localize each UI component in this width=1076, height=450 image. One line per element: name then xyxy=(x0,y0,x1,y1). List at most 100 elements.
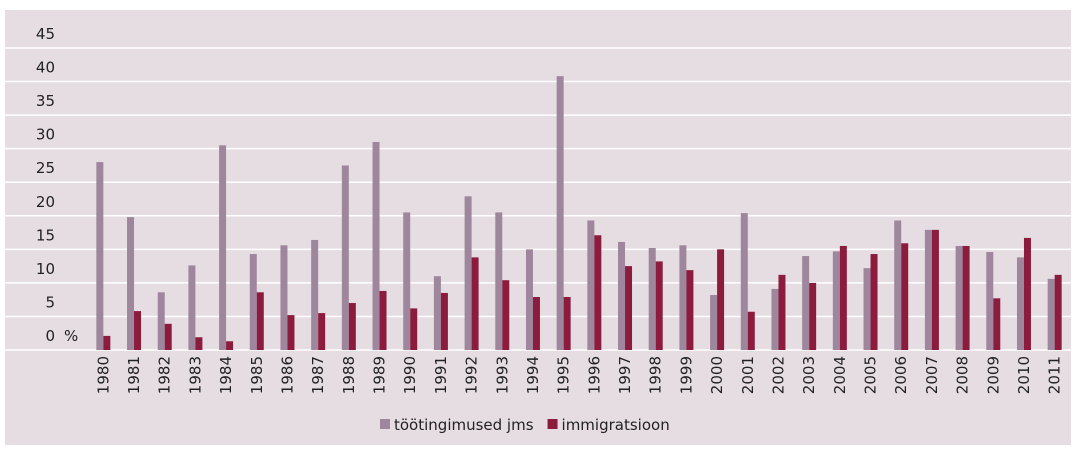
bar xyxy=(655,261,663,350)
legend-swatch xyxy=(380,419,390,429)
bar xyxy=(1054,274,1062,350)
chart-background xyxy=(5,10,1071,445)
bar xyxy=(403,212,411,350)
bar xyxy=(563,296,571,350)
x-tick-label: 2004 xyxy=(831,356,849,394)
x-tick-label: 2003 xyxy=(800,356,818,394)
x-tick-label: 1982 xyxy=(156,356,174,394)
bar xyxy=(226,341,234,350)
bar xyxy=(103,335,111,350)
y-tick-label: 10 xyxy=(36,260,55,278)
bar xyxy=(525,249,533,350)
bar xyxy=(931,229,939,350)
y-unit: % xyxy=(64,327,78,345)
bar xyxy=(379,290,387,350)
bar xyxy=(924,229,932,350)
x-tick-label: 1999 xyxy=(677,356,695,394)
y-tick-label: 20 xyxy=(36,193,55,211)
bar xyxy=(1047,278,1055,350)
bar xyxy=(127,217,135,350)
bar xyxy=(802,256,810,350)
x-tick-label: 1990 xyxy=(401,356,419,394)
legend-label: töötingimused jms xyxy=(394,416,534,434)
x-tick-label: 1989 xyxy=(371,356,389,394)
bar xyxy=(863,268,871,350)
x-tick-label: 1992 xyxy=(463,356,481,394)
bar xyxy=(771,288,779,350)
x-tick-label: 1991 xyxy=(432,356,450,394)
x-tick-label: 1988 xyxy=(340,356,358,394)
bar xyxy=(532,296,540,350)
bar xyxy=(318,313,326,350)
bar xyxy=(256,292,264,350)
bar xyxy=(471,257,479,350)
bar xyxy=(502,280,510,350)
bar xyxy=(1023,237,1031,350)
bar xyxy=(96,162,104,350)
x-tick-label: 1993 xyxy=(493,356,511,394)
y-tick-label: 0 xyxy=(45,327,55,345)
x-tick-label: 2008 xyxy=(954,356,972,394)
bar xyxy=(594,235,602,350)
x-tick-label: 1997 xyxy=(616,356,634,394)
bar xyxy=(195,337,203,350)
bar xyxy=(157,292,165,350)
x-tick-label: 1984 xyxy=(217,356,235,394)
x-tick-label: 1980 xyxy=(94,356,112,394)
bar xyxy=(280,245,288,350)
y-tick-label: 30 xyxy=(36,126,55,144)
x-tick-label: 2009 xyxy=(984,356,1002,394)
bar xyxy=(433,276,441,350)
x-tick-label: 2007 xyxy=(923,356,941,394)
bar xyxy=(986,252,994,350)
x-tick-label: 2006 xyxy=(892,356,910,394)
y-tick-label: 15 xyxy=(36,226,55,244)
x-tick-label: 1996 xyxy=(585,356,603,394)
bar xyxy=(134,311,142,350)
bar xyxy=(955,245,963,350)
bar xyxy=(410,308,418,350)
bar xyxy=(188,265,196,350)
y-tick-label: 40 xyxy=(36,59,55,77)
bar xyxy=(587,220,595,350)
x-tick-label: 1987 xyxy=(309,356,327,394)
bar xyxy=(495,212,503,350)
x-tick-label: 2000 xyxy=(708,356,726,394)
bar xyxy=(348,303,356,350)
bar xyxy=(710,294,718,350)
x-tick-label: 1994 xyxy=(524,356,542,394)
bar xyxy=(341,165,349,350)
bar xyxy=(717,249,725,350)
x-tick-label: 2001 xyxy=(739,356,757,394)
x-tick-label: 2010 xyxy=(1015,356,1033,394)
y-tick-label: 25 xyxy=(36,159,55,177)
x-tick-label: 1995 xyxy=(555,356,573,394)
x-tick-label: 2005 xyxy=(862,356,880,394)
bar xyxy=(287,315,295,350)
bar xyxy=(311,239,319,350)
bar xyxy=(679,245,687,350)
bar xyxy=(901,243,909,350)
x-tick-label: 1998 xyxy=(647,356,665,394)
bar xyxy=(1016,257,1024,350)
x-tick-label: 2002 xyxy=(769,356,787,394)
bar xyxy=(894,220,902,350)
bar xyxy=(618,241,626,350)
bar xyxy=(164,323,172,350)
x-tick-label: 1985 xyxy=(248,356,266,394)
bar xyxy=(740,213,748,350)
legend-swatch xyxy=(547,419,558,429)
bar xyxy=(778,274,786,350)
x-tick-label: 1983 xyxy=(186,356,204,394)
bar xyxy=(219,145,227,350)
bar xyxy=(962,245,970,350)
x-tick-label: 1986 xyxy=(278,356,296,394)
bar xyxy=(464,196,472,350)
bar xyxy=(249,254,257,350)
bar xyxy=(372,141,380,350)
bar xyxy=(747,311,755,350)
bar xyxy=(832,251,840,350)
legend-label: immigratsioon xyxy=(562,416,670,434)
bar xyxy=(648,247,656,350)
